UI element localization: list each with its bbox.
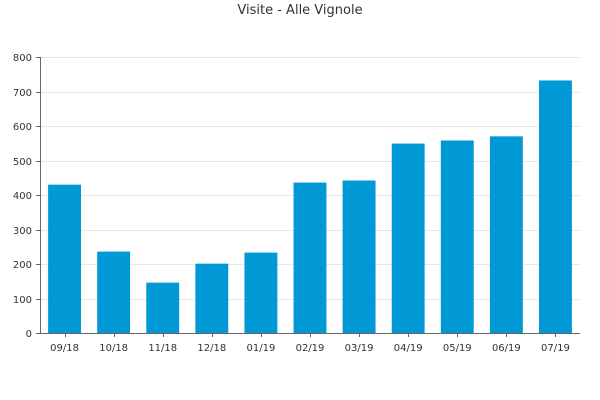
bar-09-18[interactable] [48,184,81,333]
y-axis-tick-labels: 0 100 200 300 400 500 600 700 800 [13,53,32,340]
x-tick-label: 01/19 [246,343,275,354]
y-tick-label: 700 [13,88,32,99]
x-tick-label: 07/19 [541,343,570,354]
chart-title: Visite - Alle Vignole [237,3,363,18]
y-tick-label: 300 [13,226,32,237]
bar-02-19[interactable] [293,182,327,333]
y-tick-label: 500 [13,157,32,168]
y-tick-label: 100 [13,295,32,306]
x-tick-label: 12/18 [197,343,226,354]
bars [48,80,572,334]
x-tick-label: 05/19 [443,343,472,354]
x-tick-label: 03/19 [345,343,374,354]
axes [36,57,580,337]
bar-06-19[interactable] [489,136,523,333]
x-tick-label: 02/19 [296,343,325,354]
bar-11-18[interactable] [146,282,180,333]
bar-03-19[interactable] [342,180,376,333]
bar-01-19[interactable] [244,252,278,333]
x-tick-label: 11/18 [148,343,177,354]
bar-04-19[interactable] [391,143,425,333]
x-tick-label: 04/19 [394,343,423,354]
x-tick-label: 09/18 [50,343,79,354]
y-tick-label: 0 [26,329,32,340]
x-tick-label: 06/19 [492,343,521,354]
x-tick-label: 10/18 [99,343,128,354]
y-tick-label: 200 [13,260,32,271]
y-tick-label: 400 [13,191,32,202]
bar-10-18[interactable] [97,251,131,333]
bar-05-19[interactable] [440,140,474,333]
bar-12-18[interactable] [195,263,229,333]
y-tick-label: 600 [13,122,32,133]
x-axis-tick-labels: 09/18 10/18 11/18 12/18 01/19 02/19 03/19 04/19… [50,343,570,354]
bar-07-19[interactable] [539,80,572,334]
y-tick-label: 800 [13,53,32,64]
